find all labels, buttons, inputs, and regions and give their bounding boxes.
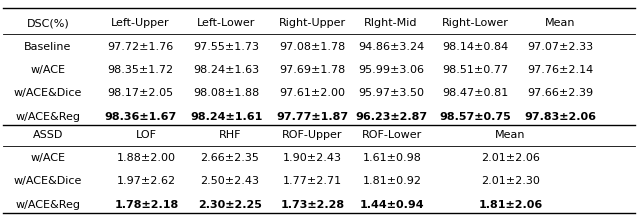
- Text: 94.86±3.24: 94.86±3.24: [358, 42, 424, 52]
- Text: 2.01±2.06: 2.01±2.06: [481, 153, 540, 163]
- Text: 1.78±2.18: 1.78±2.18: [115, 200, 179, 210]
- Text: Right-Upper: Right-Upper: [279, 18, 346, 28]
- Text: 97.55±1.73: 97.55±1.73: [193, 42, 260, 52]
- Text: 98.36±1.67: 98.36±1.67: [104, 112, 177, 122]
- Text: 95.97±3.50: 95.97±3.50: [358, 88, 424, 98]
- Text: 97.61±2.00: 97.61±2.00: [279, 88, 346, 98]
- Text: 2.30±2.25: 2.30±2.25: [198, 200, 262, 210]
- Text: w/ACE&Reg: w/ACE&Reg: [15, 112, 80, 122]
- Text: Left-Upper: Left-Upper: [111, 18, 170, 28]
- Text: 2.50±2.43: 2.50±2.43: [200, 176, 259, 186]
- Text: ROF-Upper: ROF-Upper: [283, 130, 343, 140]
- Text: 1.73±2.28: 1.73±2.28: [281, 200, 345, 210]
- Text: 98.24±1.63: 98.24±1.63: [193, 65, 260, 75]
- Text: 1.88±2.00: 1.88±2.00: [117, 153, 176, 163]
- Text: w/ACE&Reg: w/ACE&Reg: [15, 200, 80, 210]
- Text: Mean: Mean: [495, 130, 526, 140]
- Text: 98.35±1.72: 98.35±1.72: [107, 65, 174, 75]
- Text: 95.99±3.06: 95.99±3.06: [358, 65, 424, 75]
- Text: LOF: LOF: [137, 130, 157, 140]
- Text: w/ACE&Dice: w/ACE&Dice: [13, 88, 82, 98]
- Text: 1.81±0.92: 1.81±0.92: [363, 176, 422, 186]
- Text: RHF: RHF: [218, 130, 241, 140]
- Text: 98.24±1.61: 98.24±1.61: [190, 112, 263, 122]
- Text: 98.17±2.05: 98.17±2.05: [107, 88, 174, 98]
- Text: Right-Lower: Right-Lower: [442, 18, 508, 28]
- Text: 97.72±1.76: 97.72±1.76: [107, 42, 174, 52]
- Text: DSC(%): DSC(%): [26, 18, 70, 28]
- Text: 98.08±1.88: 98.08±1.88: [193, 88, 260, 98]
- Text: 96.23±2.87: 96.23±2.87: [355, 112, 427, 122]
- Text: Baseline: Baseline: [24, 42, 71, 52]
- Text: 97.77±1.87: 97.77±1.87: [276, 112, 349, 122]
- Text: ROF-Lower: ROF-Lower: [362, 130, 422, 140]
- Text: 1.44±0.94: 1.44±0.94: [360, 200, 425, 210]
- Text: 2.01±2.30: 2.01±2.30: [481, 176, 540, 186]
- Text: w/ACE: w/ACE: [31, 153, 65, 163]
- Text: ASSD: ASSD: [33, 130, 63, 140]
- Text: 2.66±2.35: 2.66±2.35: [200, 153, 259, 163]
- Text: 1.81±2.06: 1.81±2.06: [478, 200, 542, 210]
- Text: 1.61±0.98: 1.61±0.98: [363, 153, 422, 163]
- Text: 97.83±2.06: 97.83±2.06: [524, 112, 596, 122]
- Text: 97.08±1.78: 97.08±1.78: [279, 42, 346, 52]
- Text: Left-Lower: Left-Lower: [197, 18, 256, 28]
- Text: 1.97±2.62: 1.97±2.62: [117, 176, 176, 186]
- Text: 98.51±0.77: 98.51±0.77: [442, 65, 508, 75]
- Text: 98.14±0.84: 98.14±0.84: [442, 42, 508, 52]
- Text: w/ACE&Dice: w/ACE&Dice: [13, 176, 82, 186]
- Text: 98.47±0.81: 98.47±0.81: [442, 88, 508, 98]
- Text: 97.69±1.78: 97.69±1.78: [279, 65, 346, 75]
- Text: 98.57±0.75: 98.57±0.75: [440, 112, 511, 122]
- Text: 97.76±2.14: 97.76±2.14: [527, 65, 593, 75]
- Text: 97.07±2.33: 97.07±2.33: [527, 42, 593, 52]
- Text: RIght-Mid: RIght-Mid: [364, 18, 418, 28]
- Text: 1.90±2.43: 1.90±2.43: [283, 153, 342, 163]
- Text: 1.77±2.71: 1.77±2.71: [283, 176, 342, 186]
- Text: 97.66±2.39: 97.66±2.39: [527, 88, 593, 98]
- Text: w/ACE: w/ACE: [31, 65, 65, 75]
- Text: Mean: Mean: [545, 18, 575, 28]
